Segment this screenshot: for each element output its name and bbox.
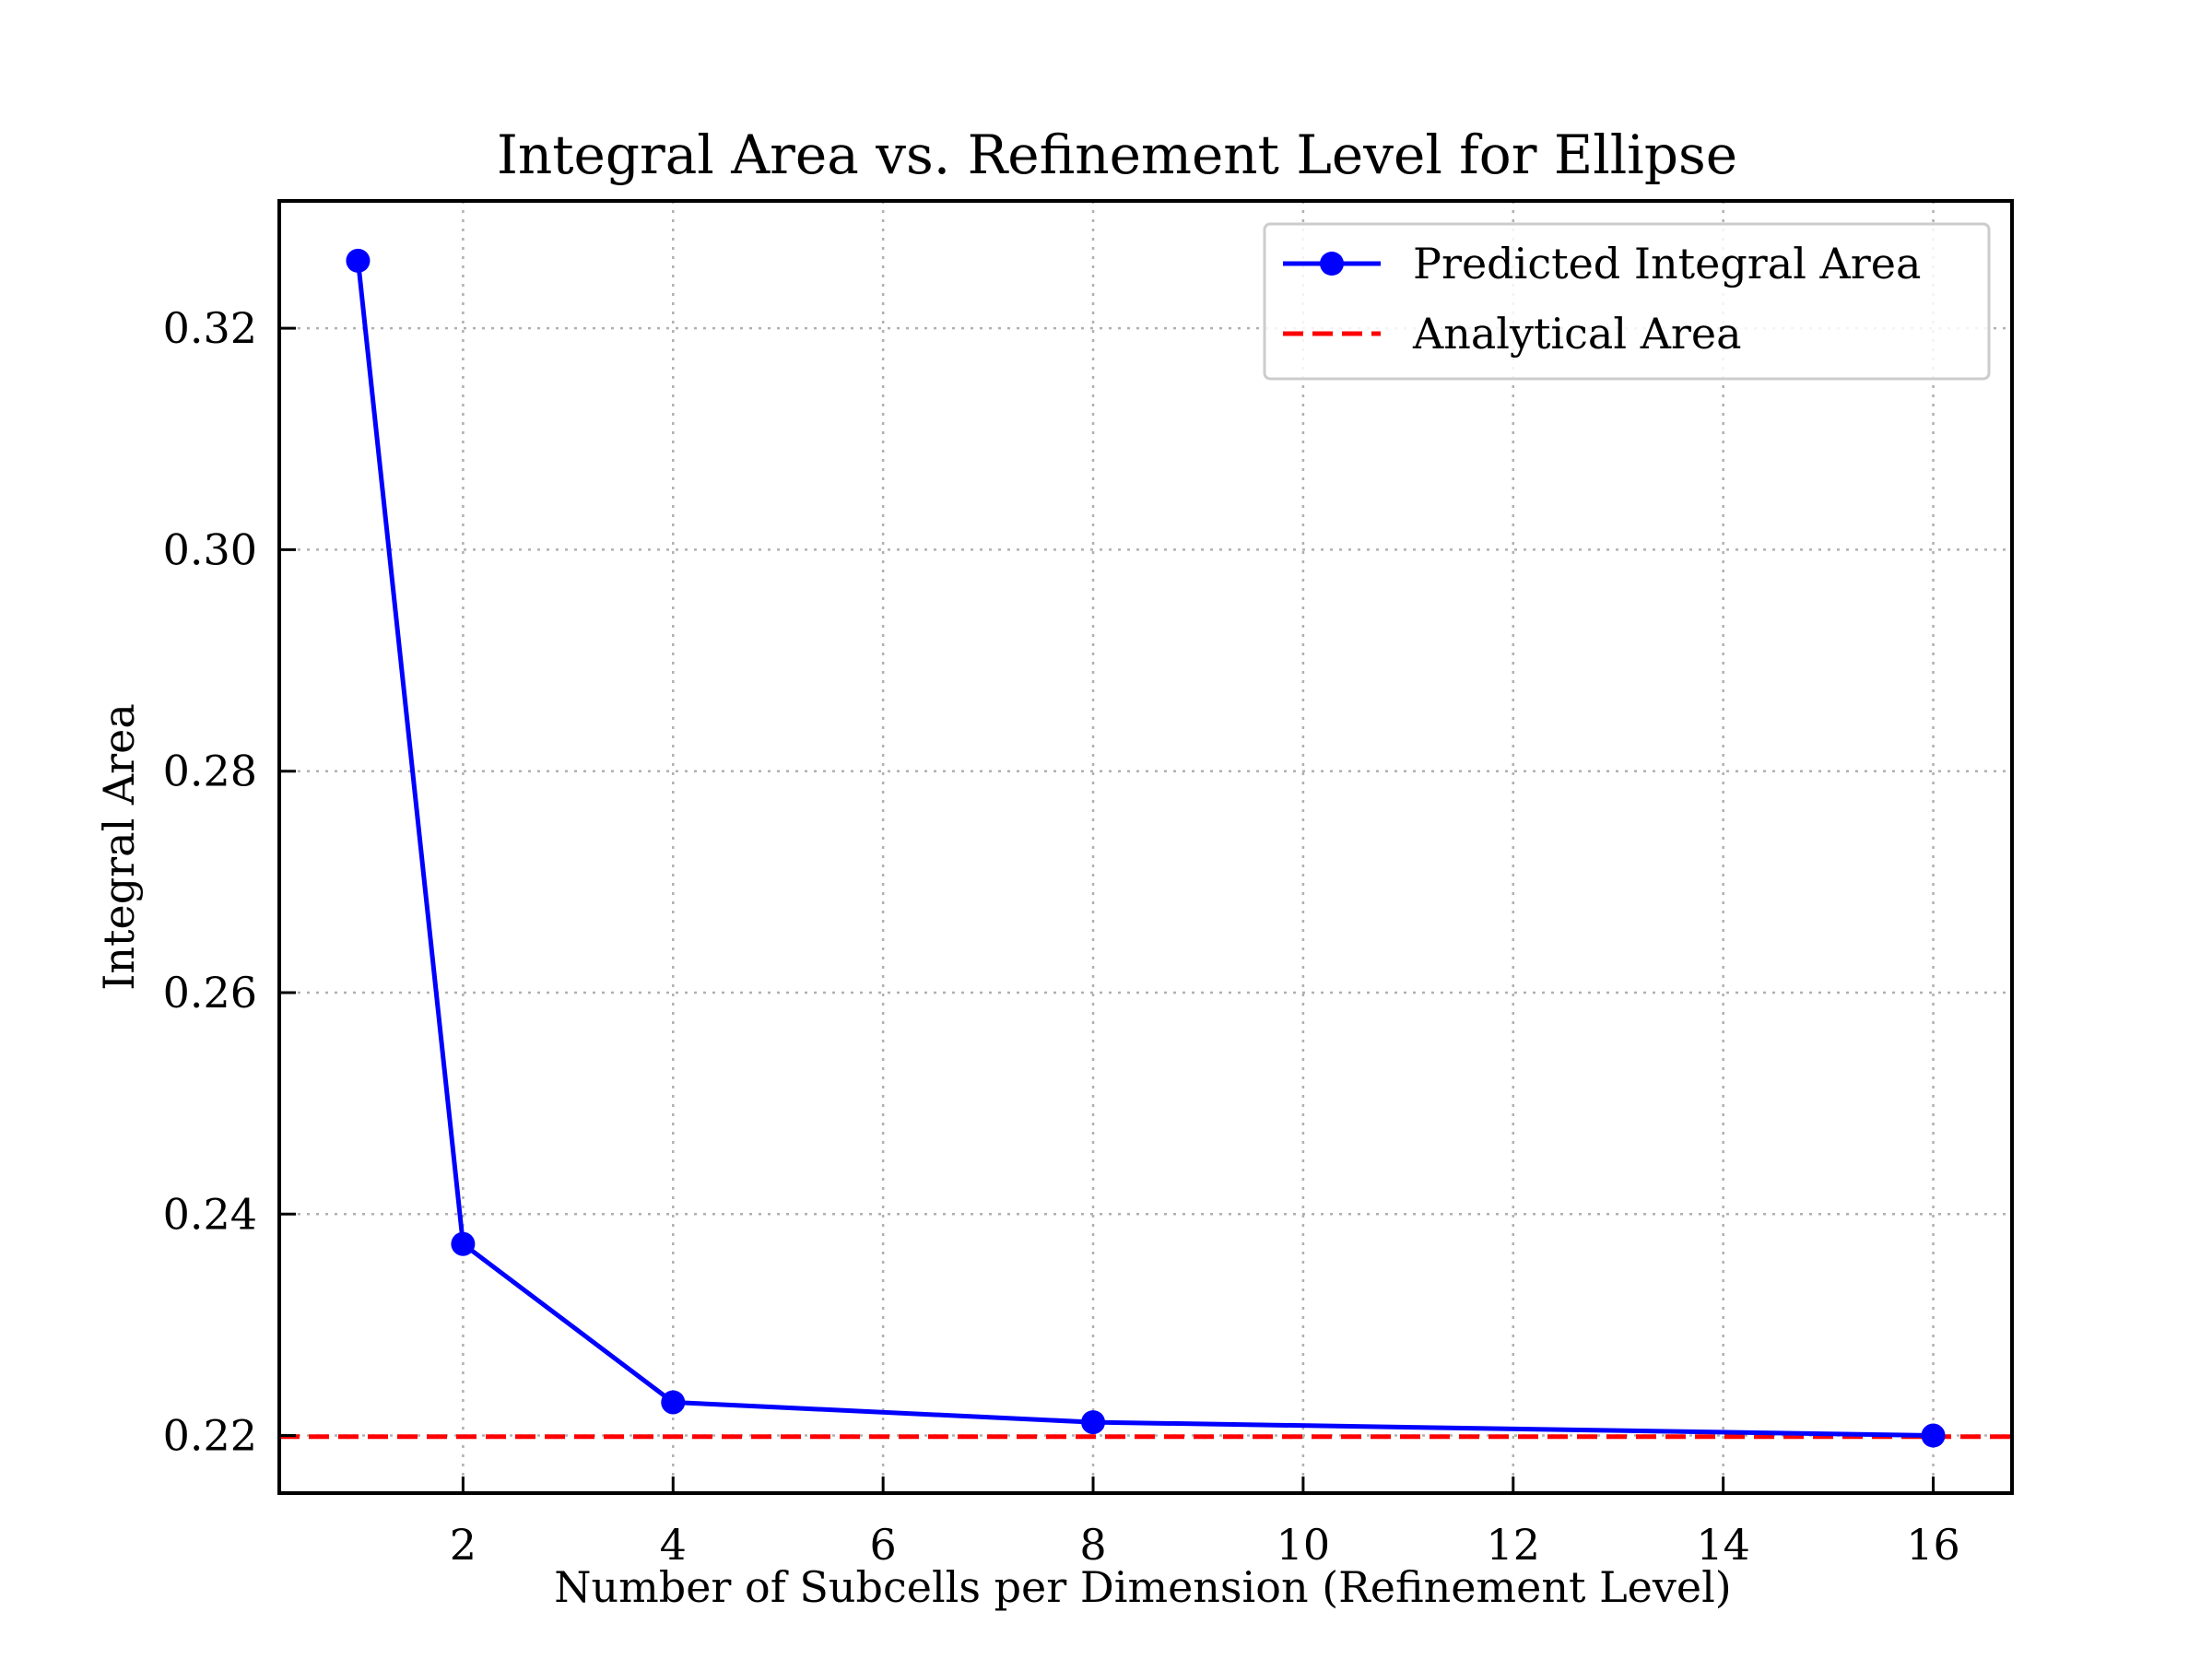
ticks: 2 4 6 8 10 12 14 16 0.22 0.24 0.26 0.28 0.30 0.32 [163, 303, 1960, 1570]
predicted-area-point [1081, 1410, 1106, 1435]
x-tick-label: 16 [1906, 1520, 1960, 1570]
grid [279, 201, 2012, 1493]
x-tick-label: 4 [660, 1520, 687, 1570]
y-tick-label: 0.26 [163, 968, 257, 1018]
chart-title: Integral Area vs. Refinement Level for E… [497, 124, 1737, 186]
plot-frame [277, 199, 2014, 1495]
y-tick-label: 0.32 [163, 303, 257, 353]
legend-marker-predicted [1320, 252, 1344, 276]
x-axis-label: Number of Subcells per Dimension (Refine… [554, 1562, 1732, 1612]
predicted-area-point [1921, 1423, 1946, 1448]
x-tick-label: 2 [450, 1520, 477, 1570]
legend: Predicted Integral Area Analytical Area [1263, 222, 1991, 381]
x-tick-label: 6 [870, 1520, 897, 1570]
legend-label-predicted: Predicted Integral Area [1413, 239, 1921, 288]
x-tick-label: 8 [1079, 1520, 1106, 1570]
legend-label-analytical: Analytical Area [1412, 309, 1742, 359]
y-tick-label: 0.22 [163, 1411, 257, 1461]
predicted-area-point [451, 1231, 476, 1256]
x-tick-label: 10 [1277, 1520, 1331, 1570]
legend-box [1263, 222, 1991, 381]
y-tick-label: 0.30 [163, 524, 257, 574]
y-tick-label: 0.24 [163, 1189, 257, 1239]
x-tick-label: 12 [1487, 1520, 1541, 1570]
y-tick-label: 0.28 [163, 747, 257, 796]
predicted-area-point [346, 248, 371, 273]
plot-series [279, 248, 2012, 1448]
y-axis-label: Integral Area [94, 703, 144, 991]
x-tick-label: 14 [1696, 1520, 1750, 1570]
predicted-area-point [661, 1390, 686, 1415]
predicted-area-line [356, 260, 1934, 1438]
